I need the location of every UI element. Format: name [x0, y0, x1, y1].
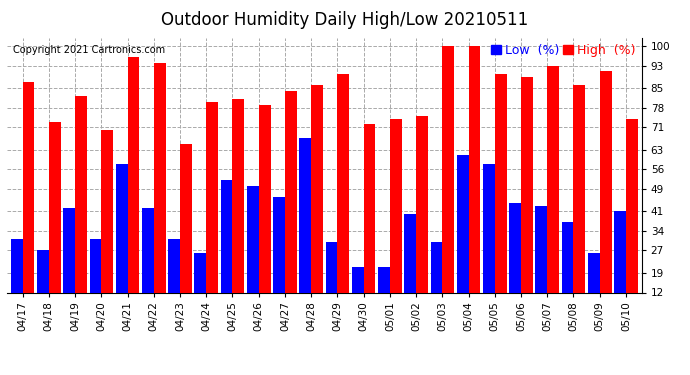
Bar [259, 105, 270, 292]
Bar [378, 267, 390, 292]
Bar [509, 203, 521, 292]
Bar [457, 155, 469, 292]
Bar [390, 119, 402, 292]
Bar [535, 206, 547, 292]
Bar [142, 209, 154, 292]
Bar [404, 214, 416, 292]
Bar [206, 102, 218, 292]
Bar [588, 253, 600, 292]
Bar [180, 144, 192, 292]
Bar [154, 63, 166, 292]
Bar [49, 122, 61, 292]
Bar [483, 164, 495, 292]
Bar [37, 251, 49, 292]
Bar [247, 186, 259, 292]
Text: Outdoor Humidity Daily High/Low 20210511: Outdoor Humidity Daily High/Low 20210511 [161, 11, 529, 29]
Bar [326, 242, 337, 292]
Bar [337, 74, 349, 292]
Bar [364, 124, 375, 292]
Bar [442, 46, 454, 292]
Bar [311, 85, 323, 292]
Bar [600, 71, 611, 292]
Bar [547, 66, 559, 292]
Bar [626, 119, 638, 292]
Bar [195, 253, 206, 292]
Bar [273, 197, 285, 292]
Bar [285, 91, 297, 292]
Bar [416, 116, 428, 292]
Bar [75, 96, 87, 292]
Text: Copyright 2021 Cartronics.com: Copyright 2021 Cartronics.com [13, 45, 166, 55]
Bar [521, 77, 533, 292]
Bar [90, 239, 101, 292]
Bar [233, 99, 244, 292]
Bar [168, 239, 180, 292]
Bar [562, 222, 573, 292]
Bar [573, 85, 585, 292]
Bar [116, 164, 128, 292]
Bar [221, 180, 233, 292]
Bar [11, 239, 23, 292]
Bar [101, 130, 113, 292]
Bar [614, 211, 626, 292]
Bar [128, 57, 139, 292]
Bar [23, 82, 34, 292]
Legend: Low  (%), High  (%): Low (%), High (%) [491, 44, 635, 57]
Bar [431, 242, 442, 292]
Bar [495, 74, 506, 292]
Bar [63, 209, 75, 292]
Bar [352, 267, 364, 292]
Bar [299, 138, 311, 292]
Bar [469, 46, 480, 292]
